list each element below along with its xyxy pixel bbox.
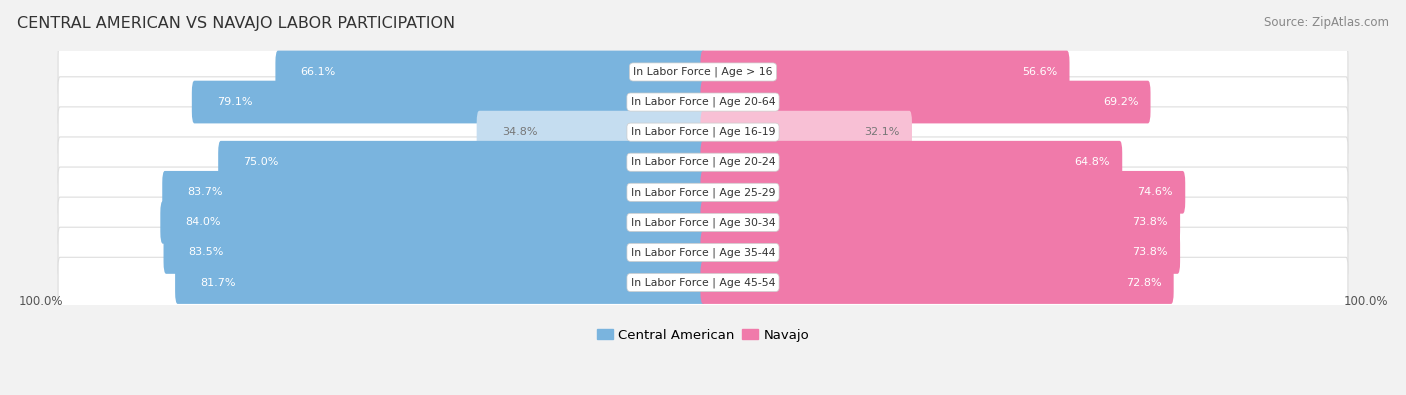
- Text: 32.1%: 32.1%: [865, 127, 900, 137]
- Text: 81.7%: 81.7%: [200, 278, 236, 288]
- Text: 83.5%: 83.5%: [188, 247, 224, 258]
- Text: 75.0%: 75.0%: [243, 157, 278, 167]
- Text: In Labor Force | Age 20-64: In Labor Force | Age 20-64: [631, 97, 775, 107]
- FancyBboxPatch shape: [58, 77, 1348, 128]
- FancyBboxPatch shape: [160, 201, 706, 244]
- Text: 74.6%: 74.6%: [1137, 187, 1173, 197]
- FancyBboxPatch shape: [176, 261, 706, 304]
- FancyBboxPatch shape: [700, 171, 1185, 214]
- FancyBboxPatch shape: [58, 107, 1348, 158]
- Text: 72.8%: 72.8%: [1126, 278, 1161, 288]
- FancyBboxPatch shape: [58, 47, 1348, 98]
- Text: Source: ZipAtlas.com: Source: ZipAtlas.com: [1264, 16, 1389, 29]
- Text: 84.0%: 84.0%: [186, 217, 221, 228]
- Text: In Labor Force | Age 20-24: In Labor Force | Age 20-24: [631, 157, 775, 167]
- FancyBboxPatch shape: [700, 231, 1180, 274]
- Text: 79.1%: 79.1%: [217, 97, 253, 107]
- Text: In Labor Force | Age 35-44: In Labor Force | Age 35-44: [631, 247, 775, 258]
- Text: 66.1%: 66.1%: [301, 67, 336, 77]
- FancyBboxPatch shape: [58, 137, 1348, 188]
- FancyBboxPatch shape: [700, 141, 1122, 184]
- Text: In Labor Force | Age 16-19: In Labor Force | Age 16-19: [631, 127, 775, 137]
- FancyBboxPatch shape: [700, 201, 1180, 244]
- Text: CENTRAL AMERICAN VS NAVAJO LABOR PARTICIPATION: CENTRAL AMERICAN VS NAVAJO LABOR PARTICI…: [17, 16, 456, 31]
- Text: In Labor Force | Age 45-54: In Labor Force | Age 45-54: [631, 277, 775, 288]
- FancyBboxPatch shape: [218, 141, 706, 184]
- FancyBboxPatch shape: [477, 111, 706, 154]
- FancyBboxPatch shape: [58, 167, 1348, 218]
- FancyBboxPatch shape: [163, 231, 706, 274]
- Text: 34.8%: 34.8%: [502, 127, 537, 137]
- FancyBboxPatch shape: [700, 261, 1174, 304]
- Text: In Labor Force | Age 25-29: In Labor Force | Age 25-29: [631, 187, 775, 198]
- FancyBboxPatch shape: [276, 51, 706, 93]
- Text: 69.2%: 69.2%: [1102, 97, 1139, 107]
- Text: 100.0%: 100.0%: [18, 295, 63, 308]
- Text: In Labor Force | Age > 16: In Labor Force | Age > 16: [633, 67, 773, 77]
- Text: 100.0%: 100.0%: [1343, 295, 1388, 308]
- FancyBboxPatch shape: [58, 257, 1348, 308]
- Legend: Central American, Navajo: Central American, Navajo: [592, 323, 814, 347]
- Text: 64.8%: 64.8%: [1074, 157, 1109, 167]
- FancyBboxPatch shape: [58, 227, 1348, 278]
- FancyBboxPatch shape: [700, 111, 912, 154]
- FancyBboxPatch shape: [58, 197, 1348, 248]
- FancyBboxPatch shape: [162, 171, 706, 214]
- FancyBboxPatch shape: [700, 81, 1150, 123]
- Text: 73.8%: 73.8%: [1132, 247, 1168, 258]
- Text: 56.6%: 56.6%: [1022, 67, 1057, 77]
- Text: In Labor Force | Age 30-34: In Labor Force | Age 30-34: [631, 217, 775, 228]
- FancyBboxPatch shape: [700, 51, 1070, 93]
- Text: 73.8%: 73.8%: [1132, 217, 1168, 228]
- Text: 83.7%: 83.7%: [187, 187, 222, 197]
- FancyBboxPatch shape: [191, 81, 706, 123]
